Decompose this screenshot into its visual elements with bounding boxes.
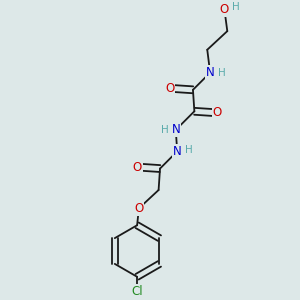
Text: O: O xyxy=(220,3,229,16)
Text: H: H xyxy=(218,68,226,78)
Text: H: H xyxy=(232,2,240,12)
Text: N: N xyxy=(171,123,180,136)
Text: N: N xyxy=(206,66,214,79)
Text: H: H xyxy=(185,145,193,155)
Text: H: H xyxy=(161,125,169,135)
Text: O: O xyxy=(134,202,143,215)
Text: Cl: Cl xyxy=(131,285,143,298)
Text: O: O xyxy=(165,82,175,95)
Text: O: O xyxy=(133,160,142,174)
Text: O: O xyxy=(213,106,222,119)
Text: N: N xyxy=(173,145,182,158)
